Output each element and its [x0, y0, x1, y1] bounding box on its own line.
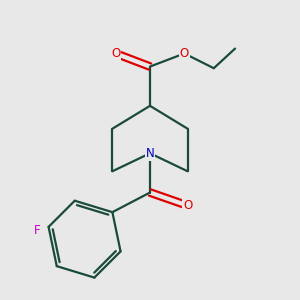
- Text: O: O: [180, 47, 189, 60]
- Text: N: N: [146, 147, 154, 160]
- Text: F: F: [34, 224, 40, 237]
- Text: O: O: [183, 199, 192, 212]
- Text: O: O: [111, 47, 120, 60]
